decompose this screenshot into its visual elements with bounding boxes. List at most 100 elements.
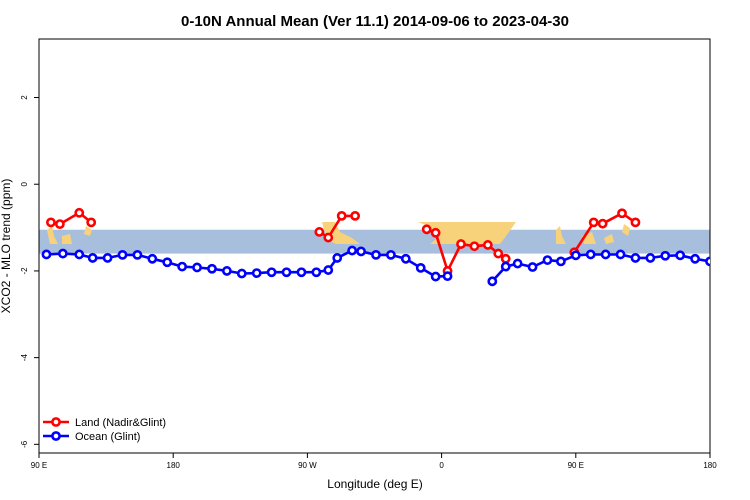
x-tick-label: 90 W <box>298 461 317 470</box>
data-point <box>645 253 656 263</box>
data-point <box>430 271 441 282</box>
data-point <box>117 249 128 260</box>
x-tick-label: 180 <box>167 461 181 470</box>
legend: Land (Nadir&Glint) Ocean (Glint) <box>43 417 166 443</box>
data-point <box>177 261 188 272</box>
data-point <box>41 249 52 260</box>
data-point <box>570 250 581 261</box>
plot-frame <box>38 38 711 454</box>
series-ocean <box>41 245 710 287</box>
data-point <box>512 258 523 269</box>
data-point <box>421 224 432 235</box>
y-tick-label: 2 <box>20 95 29 100</box>
y-tick-label: -4 <box>20 354 29 362</box>
data-point <box>542 255 553 265</box>
data-point <box>221 266 232 276</box>
land-silhouette <box>47 226 58 244</box>
data-point <box>527 262 538 272</box>
data-point <box>585 249 596 260</box>
data-point <box>251 268 262 278</box>
data-point <box>469 241 480 252</box>
x-tick-label: 180 <box>703 461 717 470</box>
data-point <box>102 253 113 263</box>
data-point <box>86 217 97 228</box>
land-silhouettes <box>47 222 630 244</box>
series-line <box>491 253 710 283</box>
y-tick-label: 0 <box>20 181 29 186</box>
data-point <box>705 256 710 267</box>
data-point <box>500 253 511 264</box>
data-point <box>356 246 366 257</box>
y-tick-label: -6 <box>20 440 29 448</box>
data-point <box>74 249 85 260</box>
data-point <box>162 257 173 268</box>
data-point <box>281 267 292 278</box>
data-point <box>347 245 358 256</box>
data-point <box>87 253 98 263</box>
data-point <box>555 256 566 267</box>
data-point <box>415 262 426 273</box>
x-axis-label: Longitude (deg E) <box>327 477 422 491</box>
data-point <box>74 207 85 218</box>
y-axis: 2 0 -2 -4 -6 <box>20 95 39 448</box>
legend-label: Land (Nadir&Glint) <box>75 417 166 429</box>
data-point <box>132 249 143 260</box>
data-point <box>350 210 361 221</box>
data-point <box>54 219 65 230</box>
data-point <box>690 253 700 264</box>
legend-marker <box>51 431 61 441</box>
series-layer <box>41 207 710 287</box>
data-point <box>314 227 325 237</box>
data-point <box>493 248 504 259</box>
data-point <box>147 253 158 264</box>
land-silhouette <box>622 224 630 236</box>
data-point <box>617 208 627 219</box>
ocean-band <box>39 229 710 254</box>
land-silhouette <box>604 234 614 244</box>
data-point <box>207 263 217 274</box>
land-silhouette <box>62 234 72 244</box>
y-axis-label: XCO2 - MLO trend (ppm) <box>0 179 13 314</box>
data-point <box>311 267 322 278</box>
x-tick-label: 0 <box>439 461 444 470</box>
data-point <box>323 265 334 275</box>
data-point <box>615 249 626 260</box>
data-point <box>323 232 334 243</box>
x-axis: 90 E 180 90 W 0 90 E 180 <box>31 453 717 470</box>
data-point <box>597 218 608 229</box>
background-band <box>39 229 710 254</box>
data-point <box>386 249 396 260</box>
data-point <box>46 217 56 228</box>
data-point <box>675 250 686 261</box>
data-point <box>296 267 307 278</box>
data-point <box>336 210 347 221</box>
data-point <box>430 227 441 238</box>
x-tick-label: 90 E <box>568 461 584 470</box>
data-point <box>236 268 247 279</box>
data-point <box>456 239 466 249</box>
chart-title: 0-10N Annual Mean (Ver 11.1) 2014-09-06 … <box>181 13 569 30</box>
land-silhouette <box>84 226 92 236</box>
data-point <box>442 271 453 282</box>
data-point <box>482 240 493 250</box>
data-point <box>332 253 343 263</box>
series-land <box>46 207 641 276</box>
data-point <box>500 261 511 272</box>
data-point <box>57 248 68 259</box>
legend-marker <box>51 417 61 427</box>
data-point <box>487 276 498 287</box>
series-line <box>318 214 356 239</box>
data-point <box>371 249 381 260</box>
land-silhouette <box>418 222 516 244</box>
data-point <box>660 250 671 261</box>
y-tick-label: -2 <box>20 267 29 275</box>
legend-label: Ocean (Glint) <box>75 431 140 443</box>
data-point <box>400 253 411 264</box>
data-point <box>588 217 599 228</box>
x-tick-label: 90 E <box>31 461 47 470</box>
data-point <box>630 217 641 228</box>
data-point <box>192 262 202 273</box>
land-silhouette <box>556 226 566 244</box>
data-point <box>600 249 611 260</box>
